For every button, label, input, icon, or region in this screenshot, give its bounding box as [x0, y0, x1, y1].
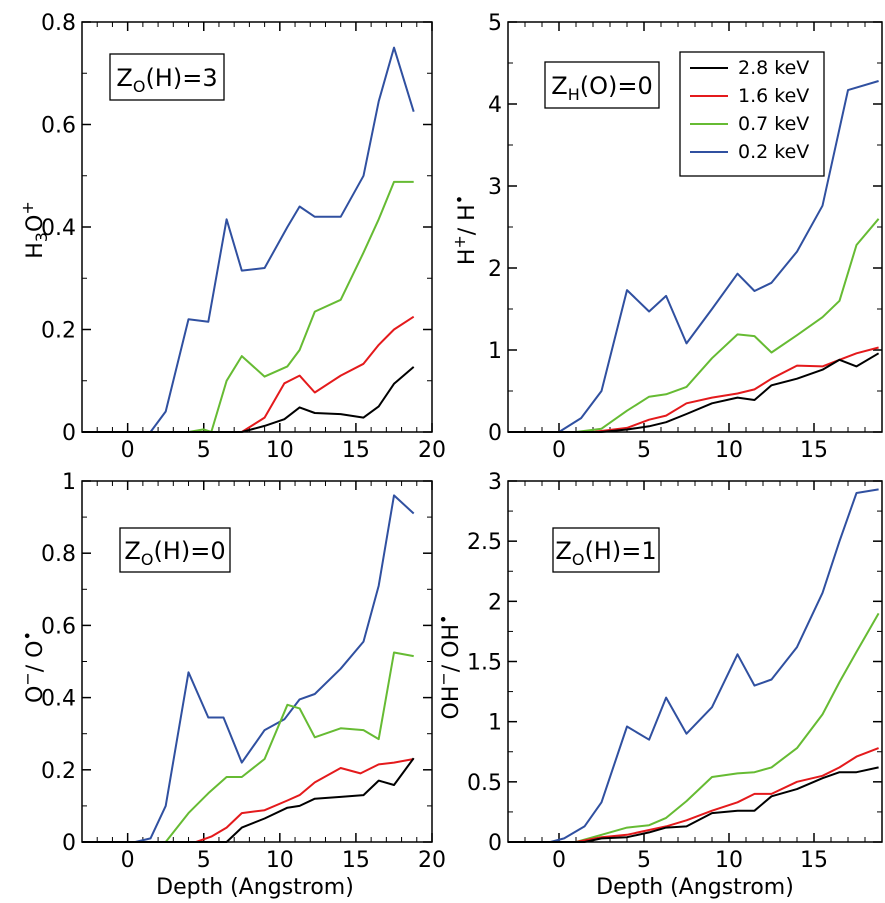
y-tick-label: 0.4 [41, 687, 76, 712]
series-line-1-6-kev-top-right [508, 346, 879, 433]
y-tick-label: 5 [488, 11, 502, 36]
x-tick-label: 5 [197, 848, 211, 873]
series-line-0-2-kev-top-right [508, 80, 879, 433]
y-tick-label: 1.5 [467, 651, 502, 676]
panel-bottom-left: 0 5 10 15 20 0 0.2 0.4 0.6 0.8 1 O−/ O• ZO(H)=0 De… [18, 470, 446, 900]
series-line-1-6-kev-bottom-left [82, 758, 414, 843]
y-tick-label: 2.5 [467, 530, 502, 555]
x-tick-label: 10 [715, 848, 743, 873]
plot-area-bottom-left [81, 480, 433, 843]
tick-labels-top-right: 0 5 10 15 0 1 2 3 4 5 [488, 11, 828, 463]
panel-top-right: 0 5 10 15 0 1 2 3 4 5 H+/ H• ZH(O)=0 2.8 keV 1.6 k… [450, 11, 883, 463]
x-tick-label: 5 [637, 438, 651, 463]
series-line-0-7-kev-bottom-right [508, 612, 880, 843]
tick-labels-bottom-right: 0 5 10 15 0 0.5 1 1.5 2 2.5 3 [467, 470, 828, 873]
y-tick-label: 0.8 [41, 542, 76, 567]
plot-area-top-right [507, 21, 883, 433]
y-axis-label-bottom-right: OH−/ OH• [434, 615, 464, 720]
tick-labels-top-left: 0 5 10 15 20 0 0.2 0.4 0.6 0.8 [41, 11, 446, 463]
svg-text:ZO(H)=3: ZO(H)=3 [116, 64, 217, 96]
x-tick-label: 0 [121, 848, 135, 873]
tick-labels-bottom-left: 0 5 10 15 20 0 0.2 0.4 0.6 0.8 1 [41, 470, 446, 873]
x-tick-label: 20 [418, 848, 446, 873]
x-axis-label-bottom-right: Depth (Angstrom) [596, 875, 794, 900]
series-line-0-7-kev-bottom-left [82, 651, 414, 843]
series-line-1-6-kev-top-left [82, 315, 415, 433]
legend-label-0-2-kev: 0.2 keV [738, 141, 809, 163]
annotation-box-bottom-left: ZO(H)=0 [119, 527, 231, 573]
y-tick-label: 3 [488, 470, 502, 495]
panel-bottom-right: 0 5 10 15 0 0.5 1 1.5 2 2.5 3 OH−/ OH• ZO(H)=1 Dep… [434, 470, 883, 900]
legend-label-1-6-kev: 1.6 keV [738, 85, 809, 107]
x-tick-label: 10 [266, 848, 294, 873]
y-tick-label: 4 [488, 93, 502, 118]
x-tick-label: 0 [552, 438, 566, 463]
series-line-2-8-kev-top-right [508, 352, 880, 433]
panel-top-left: 0 5 10 15 20 0 0.2 0.4 0.6 0.8 H3O+ ZO(H)=3 [18, 11, 446, 463]
y-tick-label: 0.6 [41, 114, 76, 139]
svg-text:ZH(O)=0: ZH(O)=0 [551, 72, 652, 104]
x-tick-label: 0 [121, 438, 135, 463]
svg-text:ZO(H)=0: ZO(H)=0 [124, 537, 225, 569]
x-tick-label: 5 [637, 848, 651, 873]
series-line-0-2-kev-bottom-right [508, 488, 879, 843]
y-tick-label: 0.6 [41, 614, 76, 639]
y-tick-label: 3 [488, 175, 502, 200]
series-line-2-8-kev-top-left [82, 366, 415, 433]
series-line-1-6-kev-bottom-right [508, 747, 879, 843]
y-tick-label: 0 [488, 421, 502, 446]
y-axis-label-top-right: H+/ H• [450, 195, 480, 265]
series-line-0-2-kev-bottom-left [82, 494, 415, 843]
annotation-box-top-right: ZH(O)=0 [544, 61, 660, 109]
y-tick-label: 1 [62, 470, 76, 495]
y-tick-label: 0.8 [41, 11, 76, 36]
y-tick-label: 0 [62, 831, 76, 856]
y-tick-label: 0.5 [467, 771, 502, 796]
legend-label-2-8-kev: 2.8 keV [738, 57, 809, 79]
y-tick-label: 0 [62, 421, 76, 446]
y-tick-label: 0.4 [41, 216, 76, 241]
series-line-0-7-kev-top-right [508, 218, 880, 433]
annotation-box-top-left: ZO(H)=3 [109, 53, 225, 101]
annotation-box-bottom-right: ZO(H)=1 [552, 527, 660, 573]
x-tick-label: 0 [552, 848, 566, 873]
x-axis-label-bottom-left: Depth (Angstrom) [156, 875, 354, 900]
x-tick-label: 5 [197, 438, 211, 463]
x-tick-label: 10 [715, 438, 743, 463]
legend: 2.8 keV 1.6 keV 0.7 keV 0.2 keV [679, 51, 825, 177]
y-tick-label: 2 [488, 590, 502, 615]
y-axis-label-top-left: H3O+ [18, 201, 51, 258]
legend-label-0-7-kev: 0.7 keV [738, 113, 809, 135]
series-line-2-8-kev-bottom-right [508, 766, 879, 843]
y-tick-label: 0.2 [41, 319, 76, 344]
x-tick-label: 15 [800, 848, 828, 873]
plot-area-top-left [81, 21, 433, 433]
x-tick-label: 15 [342, 438, 370, 463]
y-tick-label: 0.2 [41, 759, 76, 784]
y-tick-label: 0 [488, 831, 502, 856]
series-line-2-8-kev-bottom-left [82, 757, 415, 843]
x-tick-label: 20 [418, 438, 446, 463]
x-tick-label: 15 [342, 848, 370, 873]
y-tick-label: 2 [488, 257, 502, 282]
y-tick-label: 1 [488, 711, 502, 736]
plot-area-bottom-right [507, 480, 883, 843]
series-line-0-7-kev-top-left [82, 180, 414, 433]
y-tick-label: 1 [488, 339, 502, 364]
svg-text:ZO(H)=1: ZO(H)=1 [555, 537, 656, 569]
x-tick-label: 15 [800, 438, 828, 463]
y-axis-label-bottom-left: O−/ O• [18, 631, 48, 703]
series-line-0-2-kev-top-left [82, 46, 415, 433]
x-tick-label: 10 [266, 438, 294, 463]
